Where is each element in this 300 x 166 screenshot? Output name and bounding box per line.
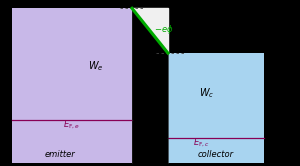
Bar [12,8,132,163]
Polygon shape [132,8,168,53]
Text: collector: collector [198,150,234,159]
Text: $E_{\mathrm{F},c}$: $E_{\mathrm{F},c}$ [193,137,209,149]
Bar [168,53,264,163]
Text: $W_e$: $W_e$ [88,59,104,73]
Text: $E_{\mathrm{F},e}$: $E_{\mathrm{F},e}$ [64,118,80,131]
Text: emitter: emitter [45,150,75,159]
Text: $W_c$: $W_c$ [200,86,214,100]
Text: $-e\phi$: $-e\phi$ [154,23,174,36]
